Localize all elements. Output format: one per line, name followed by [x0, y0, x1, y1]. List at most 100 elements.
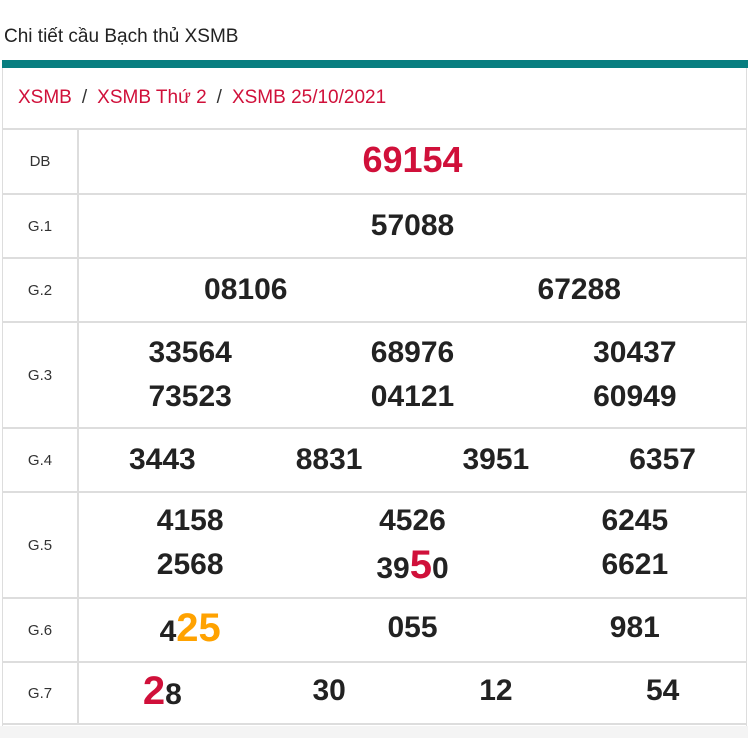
- prize-label: G.1: [3, 194, 79, 259]
- prize-label: G.2: [3, 258, 79, 323]
- result-number: 33564: [79, 331, 301, 375]
- result-number: 8831: [246, 438, 413, 482]
- prize-label: G.4: [3, 428, 79, 493]
- highlighted-digits: 2: [142, 669, 166, 713]
- digits: 3951: [462, 443, 530, 476]
- result-number: 30437: [524, 331, 746, 375]
- digits: 4158: [156, 504, 224, 537]
- result-number: 08106: [79, 268, 413, 312]
- result-number: 6621: [524, 543, 746, 591]
- prize-row: G.4 3443 8831 3951 6357: [3, 428, 746, 493]
- result-number: 981: [524, 606, 746, 654]
- result-number: 4526: [301, 499, 523, 543]
- result-number: 3950: [301, 543, 523, 591]
- digits: 68976: [370, 336, 455, 369]
- digits: 54: [645, 674, 680, 707]
- footer-strip: [0, 726, 748, 738]
- highlighted-digits: 5: [409, 543, 432, 587]
- prize-label: G.5: [3, 492, 79, 599]
- result-number: 57088: [79, 204, 746, 248]
- digits: 981: [609, 611, 660, 644]
- digits: 33564: [148, 336, 232, 369]
- result-number: 28: [79, 669, 246, 717]
- results-table: DB 69154 G.1 57088 G.2 08106 67288 G.3 33564 6897…: [3, 130, 746, 725]
- digits: 4: [159, 615, 177, 648]
- result-number: 6357: [579, 438, 746, 482]
- breadcrumb: XSMB / XSMB Thứ 2 / XSMB 25/10/2021: [3, 68, 746, 130]
- number-line: 08106 67288: [79, 268, 746, 312]
- prize-numbers: 69154: [78, 130, 746, 195]
- breadcrumb-separator: /: [81, 87, 88, 108]
- digits: 67288: [537, 273, 621, 306]
- prize-row: G.1 57088: [3, 194, 746, 259]
- digits: 4526: [379, 504, 446, 537]
- result-number: 2568: [79, 543, 301, 591]
- digits: 6621: [601, 548, 669, 581]
- prize-label: DB: [3, 130, 79, 195]
- breadcrumb-separator: /: [216, 87, 222, 108]
- number-line: 73523 04121 60949: [79, 375, 746, 419]
- digits: 2568: [156, 548, 224, 581]
- number-line: 4158 4526 6245: [79, 499, 746, 543]
- digits: 30437: [593, 336, 677, 369]
- prize-numbers: 425 055 981: [78, 598, 746, 663]
- breadcrumb-date[interactable]: XSMB 25/10/2021: [231, 87, 387, 108]
- result-number: 3443: [79, 438, 246, 482]
- result-number: 60949: [524, 375, 746, 419]
- prize-row: DB 69154: [3, 130, 746, 195]
- number-line: 2568 3950 6621: [79, 543, 746, 591]
- result-number: 425: [79, 606, 301, 654]
- number-line: 57088: [79, 204, 746, 248]
- prize-row: G.7 28 30 12 54: [3, 662, 746, 725]
- prize-row: G.2 08106 67288: [3, 258, 746, 323]
- prize-label: G.3: [3, 322, 79, 429]
- result-number: 3951: [413, 438, 580, 482]
- prize-row: G.6 425 055 981: [3, 598, 746, 663]
- prize-numbers: 57088: [78, 194, 746, 259]
- digits: 30: [312, 674, 346, 707]
- number-line: 69154: [79, 138, 746, 185]
- prize-row: G.5 4158 4526 6245 2568 3950 6621: [3, 492, 746, 599]
- prize-numbers: 3443 8831 3951 6357: [78, 428, 746, 493]
- result-number: 68976: [301, 331, 523, 375]
- accent-bar: [2, 60, 748, 68]
- digits: 8: [165, 678, 182, 711]
- result-number: 055: [301, 606, 523, 654]
- digits: 73523: [148, 380, 232, 413]
- prize-numbers: 08106 67288: [78, 258, 746, 323]
- prize-label: G.6: [3, 598, 79, 663]
- highlighted-digits: 25: [176, 606, 221, 650]
- result-number: 73523: [79, 375, 301, 419]
- result-number: 4158: [79, 499, 301, 543]
- result-number: 67288: [413, 268, 747, 312]
- result-number: 30: [246, 669, 413, 717]
- prize-numbers: 33564 68976 30437 73523 04121 60949: [78, 322, 746, 429]
- digits: 6245: [601, 504, 669, 537]
- digits: 57088: [370, 209, 455, 242]
- breadcrumb-weekday[interactable]: XSMB Thứ 2: [97, 87, 207, 108]
- prize-row: G.3 33564 68976 30437 73523 04121 60949: [3, 322, 746, 429]
- result-number: 69154: [79, 138, 746, 185]
- result-number: 6245: [524, 499, 746, 543]
- prize-numbers: 4158 4526 6245 2568 3950 6621: [78, 492, 746, 599]
- digits: 39: [376, 552, 410, 585]
- digits: 08106: [204, 273, 288, 306]
- number-line: 33564 68976 30437: [79, 331, 746, 375]
- result-number: 54: [579, 669, 746, 717]
- results-panel: XSMB / XSMB Thứ 2 / XSMB 25/10/2021 DB 69…: [2, 68, 747, 738]
- number-line: 3443 8831 3951 6357: [79, 438, 746, 482]
- prize-label: G.7: [3, 662, 79, 725]
- digits: 0: [431, 552, 449, 585]
- result-number: 12: [413, 669, 580, 717]
- breadcrumb-xsmb[interactable]: XSMB: [18, 87, 72, 108]
- digits: 8831: [295, 443, 363, 476]
- digits: 60949: [593, 380, 677, 413]
- digits: 3443: [129, 443, 196, 476]
- digits: 055: [387, 611, 438, 644]
- digits: 04121: [370, 380, 455, 413]
- page-title: Chi tiết cầu Bạch thủ XSMB: [4, 26, 239, 47]
- digits: 12: [479, 674, 513, 707]
- highlighted-digits: 69154: [362, 139, 463, 180]
- prize-numbers: 28 30 12 54: [78, 662, 746, 725]
- number-line: 28 30 12 54: [79, 669, 746, 717]
